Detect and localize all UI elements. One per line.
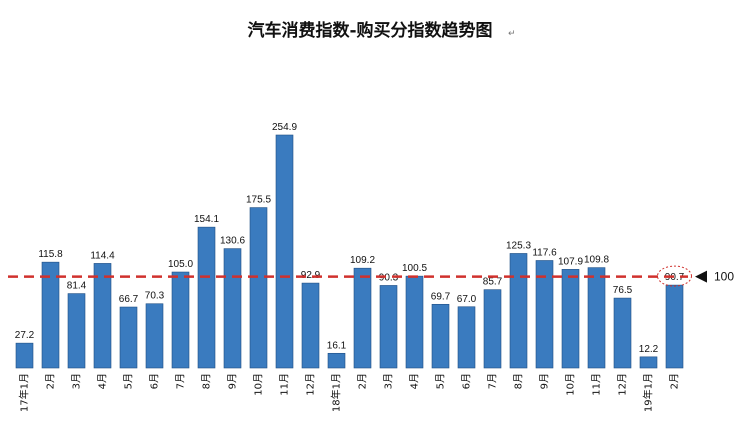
value-label-1: 115.8 (38, 249, 63, 260)
value-label-12: 16.1 (327, 340, 347, 351)
x-tick-label-23: 12月 (617, 373, 629, 396)
value-label-21: 107.9 (558, 256, 583, 267)
x-tick-label-8: 9月 (227, 373, 239, 389)
x-tick-label-20: 9月 (539, 373, 551, 389)
x-tick-label-17: 6月 (461, 373, 473, 389)
bar-17 (457, 306, 476, 369)
bar-13 (353, 267, 372, 369)
bar-16 (431, 303, 450, 369)
bar-2 (67, 293, 86, 369)
bar-23 (613, 297, 632, 369)
bar-24 (639, 356, 658, 369)
value-labels-group: 27.2 115.8 81.4 114.4 66.7 70.3 105.0 154.1130.… (15, 122, 685, 355)
bar-3 (93, 263, 112, 369)
value-label-0: 27.2 (15, 330, 35, 341)
value-label-22: 109.8 (584, 255, 609, 266)
value-label-5: 70.3 (145, 291, 165, 302)
x-tick-label-18: 7月 (487, 373, 499, 389)
x-tick-label-10: 11月 (279, 373, 291, 396)
x-tick-label-22: 11月 (591, 373, 603, 396)
bar-1 (41, 261, 60, 369)
value-label-20: 117.6 (532, 248, 557, 259)
x-tick-label-16: 5月 (435, 373, 447, 389)
x-tick-label-12: 18年1月 (330, 373, 343, 412)
value-label-17: 67.0 (457, 294, 477, 305)
highlight-circle (657, 265, 692, 287)
bar-6 (171, 271, 190, 369)
value-label-4: 66.7 (119, 294, 139, 305)
x-tick-label-25: 2月 (669, 373, 681, 389)
x-tick-label-13: 2月 (357, 373, 369, 389)
x-tick-label-21: 10月 (565, 373, 577, 396)
chart-title: 汽车消费指数-购买分指数趋势图 (247, 20, 492, 41)
value-label-9: 175.5 (246, 195, 271, 206)
value-label-8: 130.6 (220, 236, 245, 247)
bar-19 (509, 253, 528, 369)
value-label-3: 114.4 (90, 250, 115, 261)
bar-14 (379, 285, 398, 369)
value-label-2: 81.4 (67, 281, 87, 292)
x-tick-label-2: 3月 (71, 373, 83, 389)
value-label-19: 125.3 (506, 240, 531, 251)
x-tick-label-5: 6月 (149, 373, 161, 389)
x-tick-label-15: 4月 (409, 373, 421, 389)
bars-group (15, 134, 684, 369)
x-tick-label-1: 2月 (45, 373, 57, 389)
bar-15 (405, 275, 424, 369)
bar-21 (561, 269, 580, 369)
title-return-mark: ↵ (508, 29, 516, 39)
value-label-25: 90.7 (665, 272, 685, 283)
bar-4 (119, 306, 138, 369)
bar-20 (535, 260, 554, 369)
value-label-13: 109.2 (350, 255, 375, 266)
x-tick-label-7: 8月 (201, 373, 213, 389)
bar-11 (301, 282, 320, 369)
value-label-23: 76.5 (613, 285, 633, 296)
bar-22 (587, 267, 606, 369)
bar-8 (223, 248, 242, 369)
value-label-10: 254.9 (272, 122, 297, 133)
bar-12 (327, 352, 346, 369)
value-label-15: 100.5 (402, 263, 427, 274)
bar-9 (249, 207, 268, 369)
value-label-18: 85.7 (483, 277, 503, 288)
x-tick-label-19: 8月 (513, 373, 525, 389)
bar-25 (665, 284, 684, 369)
x-tick-label-14: 3月 (383, 373, 395, 389)
x-tick-label-6: 7月 (175, 373, 187, 389)
reference-arrow-marker (695, 270, 707, 283)
bar-10 (275, 134, 294, 369)
value-label-24: 12.2 (639, 344, 659, 355)
x-tick-label-3: 4月 (97, 373, 109, 389)
value-label-14: 90.3 (379, 272, 399, 283)
value-label-11: 92.9 (301, 270, 321, 281)
value-label-16: 69.7 (431, 291, 451, 302)
x-tick-label-4: 5月 (123, 373, 135, 389)
value-label-7: 154.1 (194, 214, 219, 225)
bar-5 (145, 303, 164, 369)
x-tick-label-9: 10月 (253, 373, 265, 396)
reference-line-label: 100 (714, 270, 734, 284)
bar-18 (483, 289, 502, 369)
x-tick-label-11: 12月 (305, 373, 317, 396)
value-label-6: 105.0 (168, 259, 193, 270)
bar-7 (197, 226, 216, 369)
bar-0 (15, 342, 34, 369)
x-tick-labels-group: 17年1月 2月 3月 4月 5月 6月 7月 8月 9月 10月 11月 12月 18年1月 2月 3月 4… (18, 373, 681, 412)
x-tick-label-24: 19年1月 (642, 373, 655, 412)
x-tick-label-0: 17年1月 (18, 373, 31, 412)
